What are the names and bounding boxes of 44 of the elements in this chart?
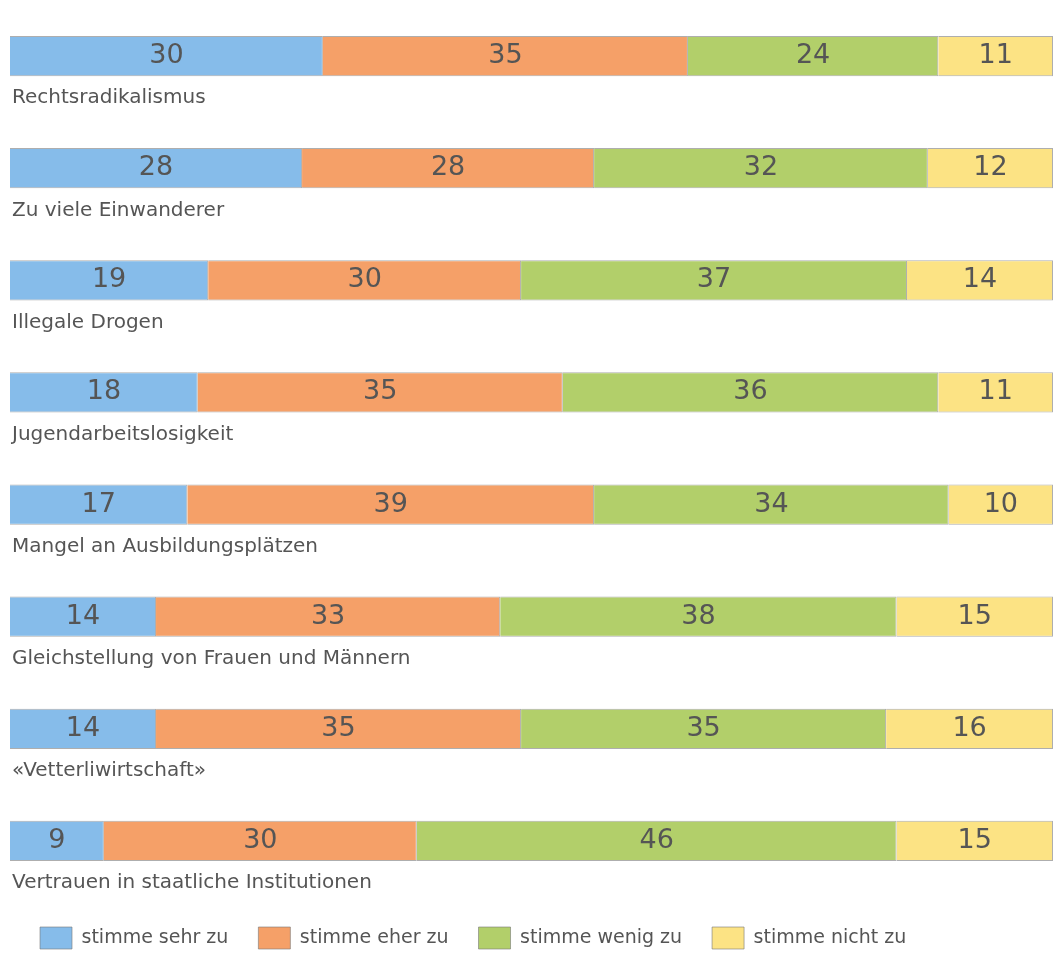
data-label: 37	[696, 262, 732, 294]
data-label: 14	[65, 598, 101, 630]
data-label: 16	[952, 710, 987, 742]
legend-label: stimme eher zu	[299, 924, 449, 947]
data-label: 30	[347, 262, 382, 294]
data-label: 19	[91, 262, 127, 294]
data-label: 35	[686, 710, 721, 742]
data-label: 14	[962, 262, 998, 294]
y-tick-label: Mangel an Ausbildungsplätzen	[12, 532, 318, 557]
data-label: 39	[373, 486, 408, 518]
y-tick-label: Illegale Drogen	[12, 308, 164, 333]
data-label: 34	[754, 486, 789, 518]
data-label: 30	[149, 38, 184, 70]
data-label: 12	[973, 150, 1008, 182]
data-label: 18	[86, 374, 122, 406]
y-tick-label: «Vetterliwirtschaft»	[12, 757, 206, 782]
data-label: 38	[681, 598, 716, 630]
data-label: 35	[488, 38, 523, 70]
data-label: 28	[430, 150, 466, 182]
data-label: 11	[978, 374, 1013, 406]
data-label: 9	[48, 822, 66, 854]
legend-label: stimme sehr zu	[81, 924, 229, 947]
y-tick-label: Jugendarbeitslosigkeit	[10, 420, 234, 445]
data-label: 33	[310, 598, 346, 630]
data-label: 17	[81, 486, 116, 518]
legend-label: stimme wenig zu	[520, 924, 683, 947]
data-label: 15	[957, 598, 992, 630]
data-label: 14	[65, 710, 101, 742]
data-label: 24	[795, 38, 831, 70]
data-label: 46	[639, 822, 674, 854]
y-tick-label: Zu viele Einwanderer	[12, 196, 225, 221]
y-tick-label: Rechtsradikalismus	[12, 84, 206, 109]
y-tick-label: Vertrauen in staatliche Institutionen	[12, 869, 372, 894]
data-label: 10	[983, 486, 1019, 518]
data-label: 28	[138, 150, 174, 182]
data-label: 35	[321, 710, 356, 742]
data-label: 36	[733, 374, 768, 406]
data-label: 35	[363, 374, 398, 406]
data-label: 30	[243, 822, 278, 854]
data-label: 32	[743, 150, 779, 182]
legend-label: stimme nicht zu	[753, 924, 907, 947]
data-label: 11	[978, 38, 1013, 70]
data-label: 15	[957, 822, 992, 854]
y-tick-label: Gleichstellung von Frauen und Männern	[12, 645, 411, 670]
